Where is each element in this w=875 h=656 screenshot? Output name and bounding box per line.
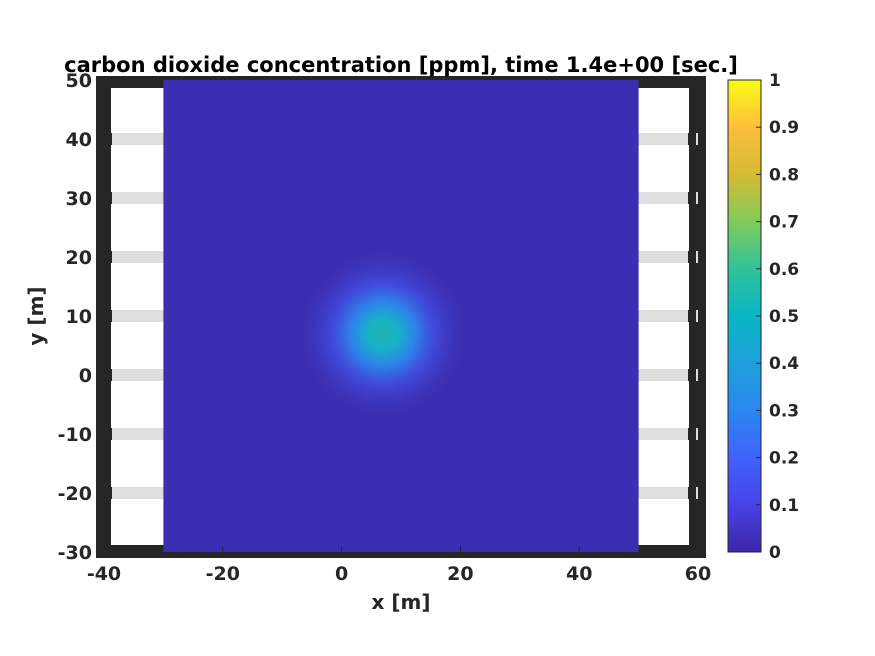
y-tick-label: 40 (66, 129, 92, 151)
colorbar-scale (727, 79, 762, 553)
plume (297, 247, 470, 420)
y-tick-label: 30 (66, 188, 92, 210)
colorbar-tick-label: 0.6 (769, 260, 799, 280)
y-tick-label: -30 (58, 542, 92, 564)
x-axis-label: x [m] (372, 590, 431, 614)
y-tick-label: -10 (58, 424, 92, 446)
colorbar: 0 0.1 0.2 0.3 0.4 0.5 0.6 0.7 0.8 0.9 1 (727, 71, 799, 563)
colorbar-tick-label: 0.2 (769, 449, 799, 469)
stripe-left-cap (104, 310, 112, 322)
colorbar-tick-label: 0.8 (769, 165, 799, 185)
stripe-right-cap (688, 428, 696, 440)
x-tick-label: 0 (335, 563, 348, 585)
colorbar-tick-label: 0.9 (769, 118, 799, 138)
y-tick-label: 20 (66, 247, 92, 269)
colorbar-tick-label: 0.3 (769, 401, 799, 421)
colorbar-tick-label: 0.4 (769, 354, 799, 374)
concentration-field (163, 80, 639, 552)
stripe-left-cap (104, 369, 112, 381)
y-axis-ticks: -30 -20 -10 0 10 20 30 40 50 (58, 70, 92, 564)
stripe-right-cap (688, 369, 696, 381)
colorbar-tick-label: 0 (769, 543, 781, 563)
stripe-left-cap (104, 487, 112, 499)
colorbar-tick-label: 0.7 (769, 213, 799, 233)
stripe-left-cap (104, 428, 112, 440)
colorbar-tick-label: 0.5 (769, 307, 799, 327)
stripe-right-cap (688, 192, 696, 204)
stripe-left-cap (104, 192, 112, 204)
y-axis-label: y [m] (24, 286, 48, 345)
colorbar-tick-label: 1 (769, 71, 781, 91)
stripe-right-cap (688, 487, 696, 499)
x-tick-label: -40 (87, 563, 121, 585)
stripe-left-cap (104, 251, 112, 263)
colorbar-tick-label: 0.1 (769, 496, 799, 516)
x-tick-label: 20 (447, 563, 473, 585)
stripe-right-cap (688, 133, 696, 145)
x-tick-label: 40 (566, 563, 592, 585)
y-tick-label: -20 (58, 483, 92, 505)
stripe-right-cap (688, 251, 696, 263)
chart-title: carbon dioxide concentration [ppm], time… (64, 53, 738, 77)
y-tick-label: 10 (66, 306, 92, 328)
x-tick-label: -20 (206, 563, 240, 585)
x-axis-ticks: -40 -20 0 20 40 60 (87, 546, 711, 585)
y-tick-label: 0 (79, 365, 92, 387)
stripe-left-cap (104, 133, 112, 145)
stripe-right-cap (688, 310, 696, 322)
x-tick-label: 60 (685, 563, 711, 585)
y-tick-label: 50 (66, 70, 92, 92)
